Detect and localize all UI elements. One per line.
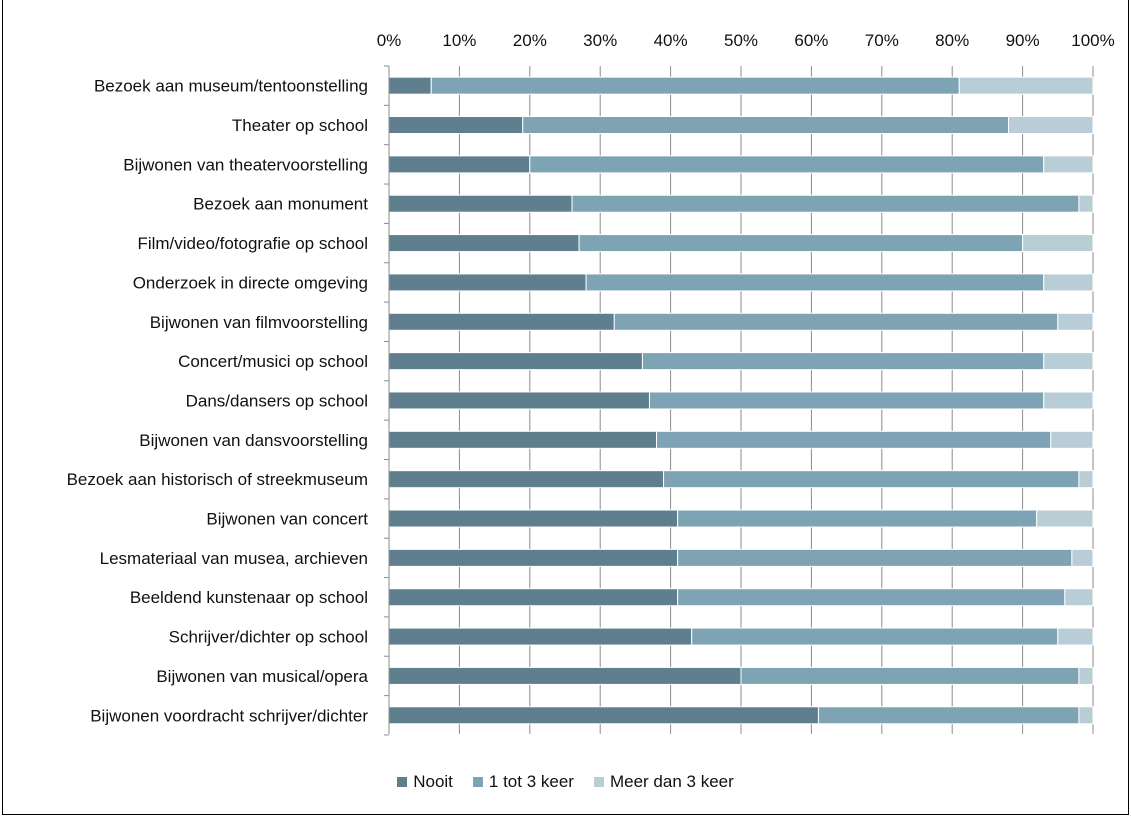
bar-segment xyxy=(388,352,643,371)
bar-segment xyxy=(1043,155,1094,174)
x-tick-label: 20% xyxy=(513,31,547,50)
bar-segment xyxy=(388,155,531,174)
bar-segment xyxy=(641,352,1045,371)
bar-segment xyxy=(388,273,587,292)
x-tick-label: 100% xyxy=(1071,31,1114,50)
category-label: Schrijver/dichter op school xyxy=(169,628,368,647)
bar-segment xyxy=(529,155,1045,174)
bar-segment xyxy=(585,273,1045,292)
x-tick-label: 0% xyxy=(377,31,402,50)
bar-segment xyxy=(1078,194,1094,213)
legend-item: Nooit xyxy=(397,772,453,792)
bar-segment xyxy=(1064,588,1094,607)
stacked-bar-chart: 0% 10% 20% 30% 40% 50% 60% 70% 80% 90% 100% Bezoek… xyxy=(67,31,1115,736)
x-axis-tick-labels: 0% 10% 20% 30% 40% 50% 60% 70% 80% 90% 100% xyxy=(377,31,1115,50)
category-label: Dans/dansers op school xyxy=(186,391,368,410)
x-tick-label: 10% xyxy=(442,31,476,50)
bar-segment xyxy=(1057,627,1094,646)
bar-segment xyxy=(522,116,1010,135)
bar-segment xyxy=(1043,273,1094,292)
bar-segment xyxy=(388,509,679,528)
category-label: Onderzoek in directe omgeving xyxy=(133,273,368,292)
bar-segment xyxy=(677,548,1073,567)
bar-segment xyxy=(817,706,1080,725)
bar-segment xyxy=(388,588,679,607)
category-label: Bijwonen van dansvoorstelling xyxy=(139,431,368,450)
bar-segment xyxy=(388,116,524,135)
x-tick-label: 40% xyxy=(654,31,688,50)
category-label: Bijwonen van concert xyxy=(206,510,368,529)
bar-segment xyxy=(388,470,665,489)
bar-segment xyxy=(430,76,960,95)
bar-segment xyxy=(388,666,742,685)
legend-swatch xyxy=(472,777,483,787)
bar-segment xyxy=(388,548,679,567)
category-label: Bijwonen voordracht schrijver/dichter xyxy=(90,706,368,725)
bar-segment xyxy=(578,234,1024,253)
bar-segment xyxy=(1022,234,1094,253)
category-label: Beeldend kunstenaar op school xyxy=(130,588,368,607)
bar-segment xyxy=(677,588,1066,607)
bar-segment xyxy=(1078,470,1094,489)
x-tick-label: 60% xyxy=(794,31,828,50)
bar-segment xyxy=(571,194,1080,213)
x-tick-label: 70% xyxy=(865,31,899,50)
bar-segment xyxy=(1050,430,1094,449)
category-label: Bezoek aan museum/tentoonstelling xyxy=(94,77,368,96)
category-label: Theater op school xyxy=(232,116,368,135)
bar-segment xyxy=(388,76,432,95)
bar-segment xyxy=(1078,706,1094,725)
bar-segment xyxy=(388,706,819,725)
category-label: Bezoek aan historisch of streekmuseum xyxy=(67,470,368,489)
legend-label: Nooit xyxy=(413,772,453,791)
x-tick-label: 80% xyxy=(935,31,969,50)
bar-segment xyxy=(1036,509,1094,528)
category-label: Bijwonen van musical/opera xyxy=(156,667,368,686)
bar-segment xyxy=(691,627,1059,646)
legend-swatch xyxy=(593,777,604,787)
category-label: Lesmateriaal van musea, archieven xyxy=(100,549,368,568)
category-label: Film/video/fotografie op school xyxy=(137,234,368,253)
category-label: Bezoek aan monument xyxy=(193,195,368,214)
bar-segment xyxy=(388,430,658,449)
bar-segment xyxy=(1043,352,1094,371)
bar-segment xyxy=(656,430,1052,449)
bar-segment xyxy=(740,666,1080,685)
legend-label: Meer dan 3 keer xyxy=(609,772,734,791)
bar-segment xyxy=(663,470,1080,489)
category-labels: Bezoek aan museum/tentoonstelling Theater… xyxy=(67,77,369,726)
legend-item: 1 tot 3 keer xyxy=(472,772,574,792)
bar-segment xyxy=(1043,391,1094,410)
category-label: Bijwonen van filmvoorstelling xyxy=(150,313,368,332)
x-tick-label: 90% xyxy=(1006,31,1040,50)
bar-segment xyxy=(1008,116,1094,135)
bar-segment xyxy=(958,76,1094,95)
bar-segment xyxy=(677,509,1038,528)
bar-segment xyxy=(388,627,693,646)
bar-segment xyxy=(388,194,573,213)
legend-swatch xyxy=(397,777,408,787)
bar-segment xyxy=(613,312,1059,331)
y-axis xyxy=(384,65,390,736)
bar-segment xyxy=(648,391,1045,410)
category-label: Concert/musici op school xyxy=(178,352,368,371)
x-tick-label: 50% xyxy=(724,31,758,50)
bar-segment xyxy=(388,391,650,410)
bar-segment xyxy=(1078,666,1094,685)
legend-item: Meer dan 3 keer xyxy=(593,772,734,792)
legend-label: 1 tot 3 keer xyxy=(488,772,574,791)
bar-segment xyxy=(1071,548,1094,567)
category-label: Bijwonen van theatervoorstelling xyxy=(123,155,368,174)
chart-legend: Nooit 1 tot 3 keer Meer dan 3 keer xyxy=(0,772,1131,792)
bar-segment xyxy=(388,312,615,331)
bars xyxy=(388,76,1094,725)
bar-segment xyxy=(1057,312,1094,331)
bar-segment xyxy=(388,234,580,253)
x-tick-label: 30% xyxy=(583,31,617,50)
